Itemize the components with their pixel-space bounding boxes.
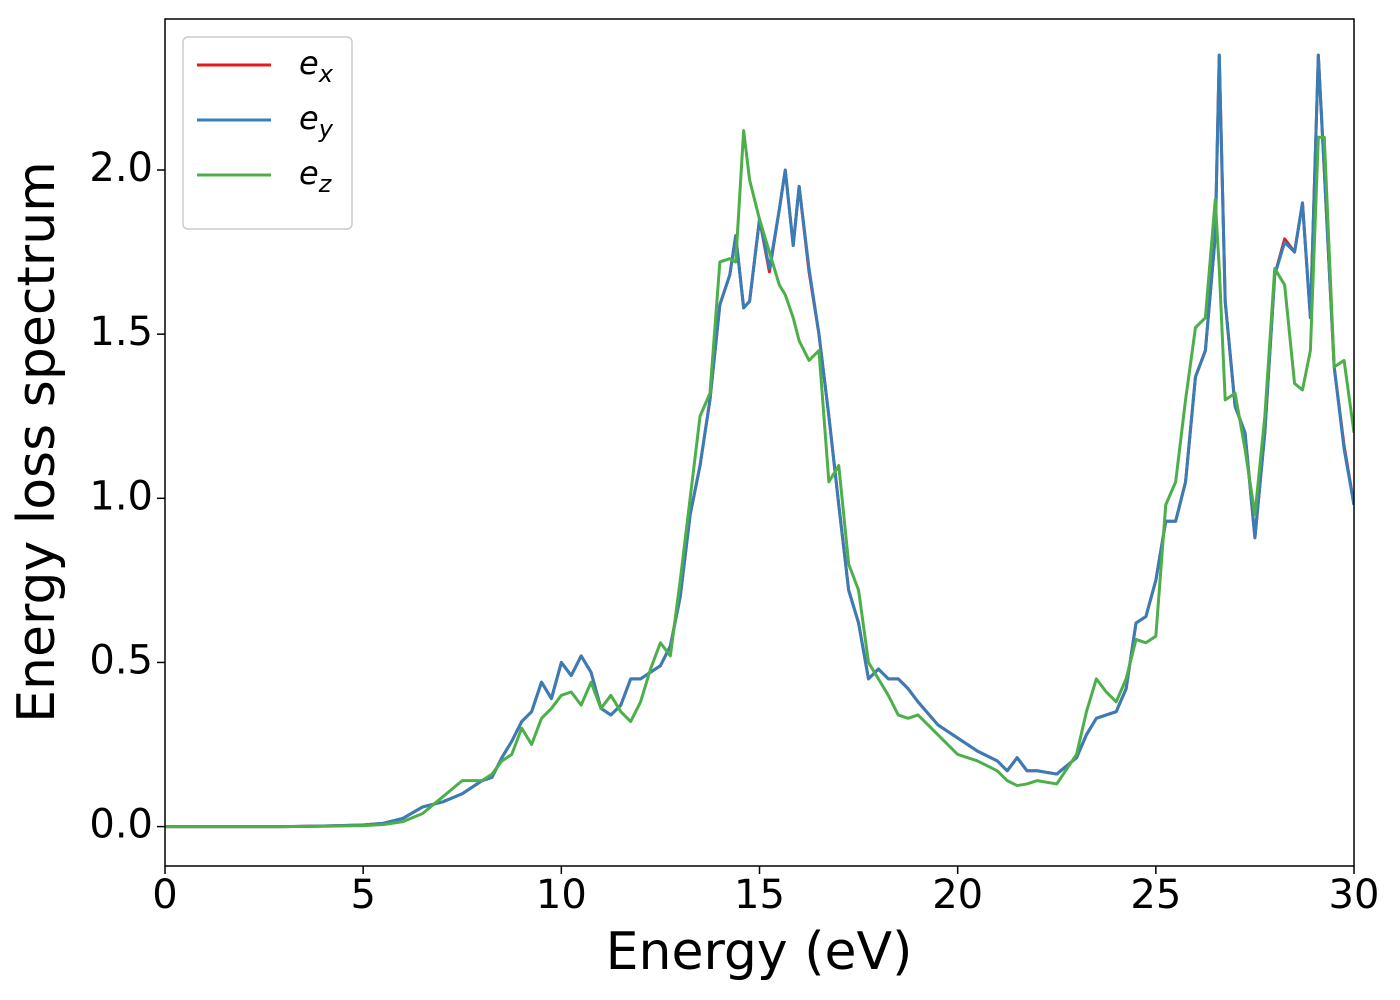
y-tick-label: 0.5 <box>89 637 153 683</box>
legend-label: ez <box>299 154 333 198</box>
line-series <box>165 53 1354 829</box>
y-axis-label: Energy loss spectrum <box>7 161 67 723</box>
x-tick-label: 5 <box>350 872 375 918</box>
x-tick-label: 20 <box>932 872 983 918</box>
y-tick-label: 2.0 <box>89 145 153 191</box>
x-tick-label: 0 <box>152 872 177 918</box>
legend-label: ey <box>299 99 334 143</box>
y-tick-label: 1.5 <box>89 309 153 355</box>
x-tick-label: 30 <box>1329 872 1380 918</box>
line-series <box>165 129 1354 829</box>
x-tick-label: 25 <box>1130 872 1181 918</box>
plot <box>165 53 1354 829</box>
x-tick-label: 10 <box>536 872 587 918</box>
legend-label: ex <box>299 44 334 88</box>
legend-box <box>182 36 353 230</box>
x-axis-label: Energy (eV) <box>606 922 913 982</box>
x-tick-label: 15 <box>734 872 785 918</box>
plot-frame <box>164 18 1355 867</box>
y-tick-label: 1.0 <box>89 473 153 519</box>
y-tick-label: 0.0 <box>89 802 153 848</box>
